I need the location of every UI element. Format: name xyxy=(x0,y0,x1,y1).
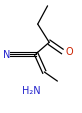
Text: H₂N: H₂N xyxy=(22,85,41,95)
Text: N: N xyxy=(3,49,10,59)
Text: O: O xyxy=(66,47,73,57)
